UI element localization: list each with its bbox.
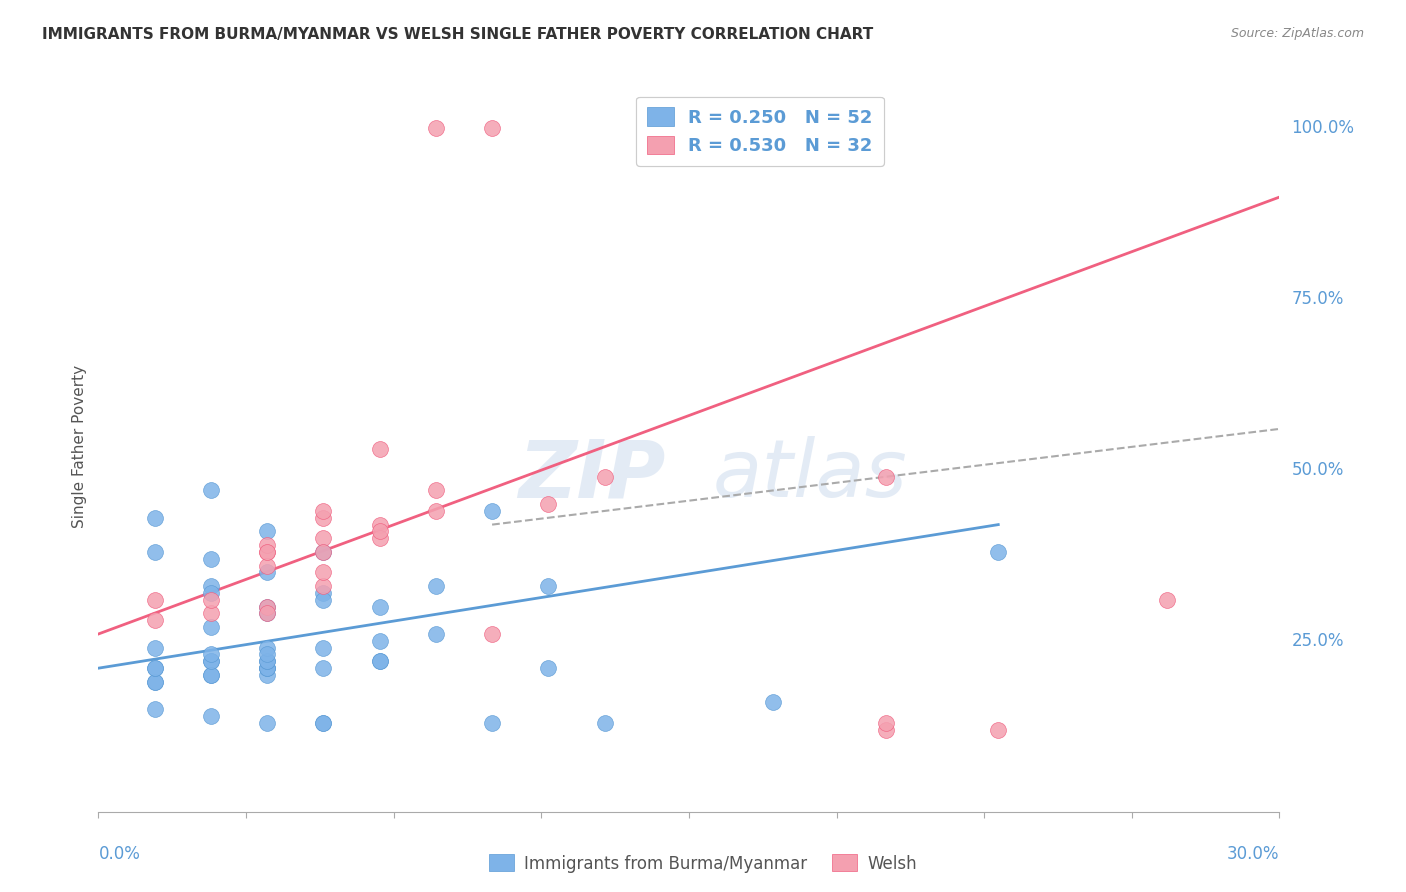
Y-axis label: Single Father Poverty: Single Father Poverty (72, 365, 87, 527)
Point (368, 524, 391, 539)
Text: 75.0%: 75.0% (1291, 290, 1344, 308)
Point (481, 504, 503, 518)
Point (200, 668, 222, 682)
Point (200, 620, 222, 634)
Point (200, 648, 222, 662)
Point (312, 592, 335, 607)
Point (200, 709, 222, 723)
Legend: R = 0.250   N = 52, R = 0.530   N = 32: R = 0.250 N = 52, R = 0.530 N = 32 (636, 96, 883, 166)
Point (143, 613, 166, 627)
Point (593, 715, 616, 730)
Point (368, 654, 391, 668)
Point (1156, 592, 1178, 607)
Point (143, 661, 166, 675)
Point (256, 558, 278, 573)
Point (143, 545, 166, 559)
Point (312, 545, 335, 559)
Point (481, 121, 503, 136)
Point (537, 661, 560, 675)
Point (312, 510, 335, 524)
Point (368, 531, 391, 545)
Text: IMMIGRANTS FROM BURMA/MYANMAR VS WELSH SINGLE FATHER POVERTY CORRELATION CHART: IMMIGRANTS FROM BURMA/MYANMAR VS WELSH S… (42, 27, 873, 42)
Point (312, 661, 335, 675)
Point (312, 579, 335, 593)
Point (256, 545, 278, 559)
Point (425, 627, 447, 641)
Point (368, 654, 391, 668)
Point (256, 640, 278, 655)
Point (368, 442, 391, 457)
Point (537, 497, 560, 511)
Point (256, 648, 278, 662)
Text: atlas: atlas (713, 436, 907, 515)
Point (312, 566, 335, 580)
Point (368, 517, 391, 532)
Point (256, 715, 278, 730)
Text: 100.0%: 100.0% (1291, 120, 1354, 137)
Point (256, 661, 278, 675)
Point (987, 723, 1010, 737)
Point (143, 674, 166, 689)
Text: Source: ZipAtlas.com: Source: ZipAtlas.com (1230, 27, 1364, 40)
Point (200, 654, 222, 668)
Point (256, 654, 278, 668)
Point (987, 545, 1010, 559)
Point (200, 607, 222, 621)
Point (368, 633, 391, 648)
Point (256, 599, 278, 614)
Point (875, 469, 897, 483)
Point (593, 469, 616, 483)
Point (312, 640, 335, 655)
Point (256, 661, 278, 675)
Point (256, 599, 278, 614)
Point (481, 627, 503, 641)
Text: 30.0%: 30.0% (1227, 845, 1279, 863)
Point (256, 607, 278, 621)
Point (143, 640, 166, 655)
Legend: Immigrants from Burma/Myanmar, Welsh: Immigrants from Burma/Myanmar, Welsh (482, 847, 924, 880)
Text: ZIP: ZIP (517, 436, 665, 515)
Point (312, 715, 335, 730)
Text: 50.0%: 50.0% (1291, 461, 1344, 479)
Point (143, 592, 166, 607)
Point (425, 504, 447, 518)
Point (143, 674, 166, 689)
Point (256, 524, 278, 539)
Point (425, 483, 447, 498)
Point (875, 715, 897, 730)
Point (143, 661, 166, 675)
Point (256, 607, 278, 621)
Point (256, 654, 278, 668)
Point (256, 545, 278, 559)
Point (143, 510, 166, 524)
Text: 25.0%: 25.0% (1291, 632, 1344, 650)
Point (312, 586, 335, 600)
Point (200, 654, 222, 668)
Point (200, 551, 222, 566)
Point (143, 702, 166, 716)
Point (200, 668, 222, 682)
Point (537, 579, 560, 593)
Point (875, 723, 897, 737)
Point (312, 504, 335, 518)
Point (200, 592, 222, 607)
Point (312, 545, 335, 559)
Point (481, 715, 503, 730)
Point (256, 538, 278, 552)
Point (200, 586, 222, 600)
Text: 0.0%: 0.0% (98, 845, 141, 863)
Point (256, 661, 278, 675)
Point (312, 531, 335, 545)
Point (762, 695, 785, 709)
Point (256, 668, 278, 682)
Point (256, 566, 278, 580)
Point (425, 121, 447, 136)
Point (312, 715, 335, 730)
Point (368, 599, 391, 614)
Point (200, 483, 222, 498)
Point (200, 579, 222, 593)
Point (425, 579, 447, 593)
